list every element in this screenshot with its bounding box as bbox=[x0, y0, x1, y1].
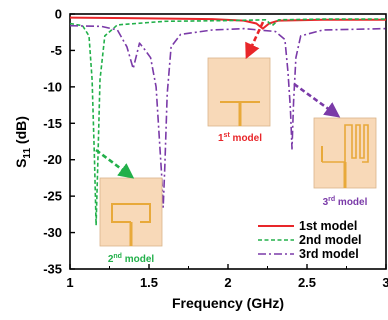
arrow-1st-model bbox=[245, 21, 265, 60]
x-axis-ticks: 1 1.5 2 2.5 3 bbox=[66, 264, 388, 290]
inset-2nd-model: 2nd model bbox=[99, 177, 163, 265]
inset-1-label: 1st model bbox=[218, 132, 262, 144]
arrow-2nd-model bbox=[95, 148, 135, 179]
legend-label-3rd-model: 3rd model bbox=[299, 247, 359, 261]
series-group bbox=[69, 16, 387, 227]
y-tick-label-0: 0 bbox=[55, 7, 62, 22]
legend: 1st model 2nd model 3rd model bbox=[258, 219, 362, 261]
x-tick-label-4: 3 bbox=[382, 275, 388, 290]
y-tick-label-7: -35 bbox=[43, 262, 62, 277]
series-line-2 bbox=[69, 18, 386, 227]
y-axis-ticks: 0 -5 -10 -15 -20 -25 -30 -35 bbox=[43, 7, 75, 277]
arrow-3rd-model bbox=[293, 82, 341, 118]
y-tick-label-4: -20 bbox=[43, 152, 62, 167]
series-line-3 bbox=[69, 24, 387, 208]
y-tick-label-5: -25 bbox=[43, 189, 62, 204]
inset-1st-model: 1st model bbox=[207, 57, 271, 144]
series-line-1 bbox=[69, 16, 386, 30]
y-tick-label-1: -5 bbox=[50, 43, 62, 58]
inset-3-antenna-meander bbox=[322, 124, 369, 163]
inset-3rd-model: 3rd model bbox=[313, 117, 377, 208]
legend-label-2nd-model: 2nd model bbox=[299, 233, 362, 247]
y-tick-label-2: -10 bbox=[43, 79, 62, 94]
legend-label-1st-model: 1st model bbox=[299, 219, 357, 233]
x-tick-label-0: 1 bbox=[66, 275, 73, 290]
x-axis-title: Frequency (GHz) bbox=[172, 295, 284, 311]
y-tick-label-6: -30 bbox=[43, 225, 62, 240]
inset-2-antenna-loop bbox=[111, 203, 151, 223]
y-axis-title: S11 (dB) bbox=[13, 116, 33, 168]
x-tick-label-2: 2 bbox=[224, 275, 231, 290]
inset-3-label: 3rd model bbox=[323, 196, 368, 208]
y-tick-label-3: -15 bbox=[43, 116, 62, 131]
x-tick-label-1: 1.5 bbox=[140, 275, 158, 290]
inset-2-label: 2nd model bbox=[108, 253, 155, 265]
x-tick-label-3: 2.5 bbox=[298, 275, 316, 290]
